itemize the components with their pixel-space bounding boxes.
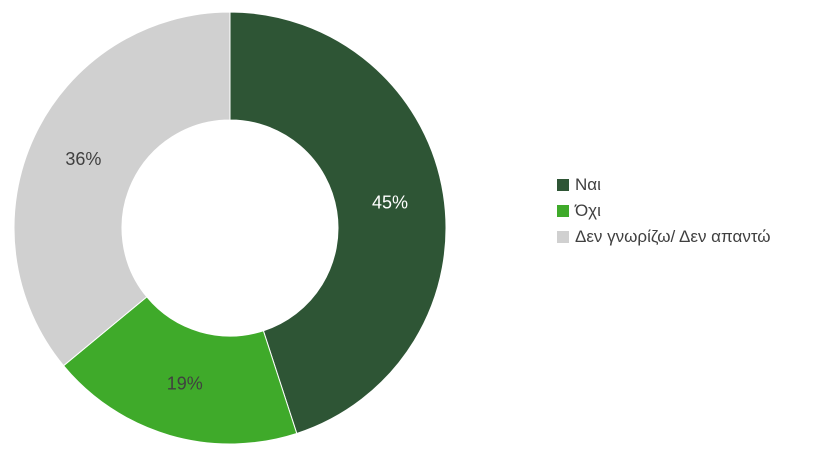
slice-label-yes: 45% [372, 193, 408, 213]
legend-swatch-yes [557, 179, 569, 191]
legend-label-dont-know: Δεν γνωρίζω/ Δεν απαντώ [575, 227, 771, 246]
chart-legend: Ναι Όχι Δεν γνωρίζω/ Δεν απαντώ [557, 173, 771, 251]
legend-item-yes: Ναι [557, 173, 771, 197]
legend-swatch-dont-know [557, 231, 569, 243]
slice-label-no: 19% [167, 374, 203, 394]
legend-item-no: Όχι [557, 199, 771, 223]
legend-swatch-no [557, 205, 569, 217]
slice-label-dont-know: 36% [65, 149, 101, 169]
legend-item-dont-know: Δεν γνωρίζω/ Δεν απαντώ [557, 225, 771, 249]
slice-yes [229, 11, 447, 435]
legend-label-no: Όχι [575, 201, 601, 220]
legend-label-yes: Ναι [575, 175, 601, 194]
slice-dont-know [13, 11, 231, 367]
